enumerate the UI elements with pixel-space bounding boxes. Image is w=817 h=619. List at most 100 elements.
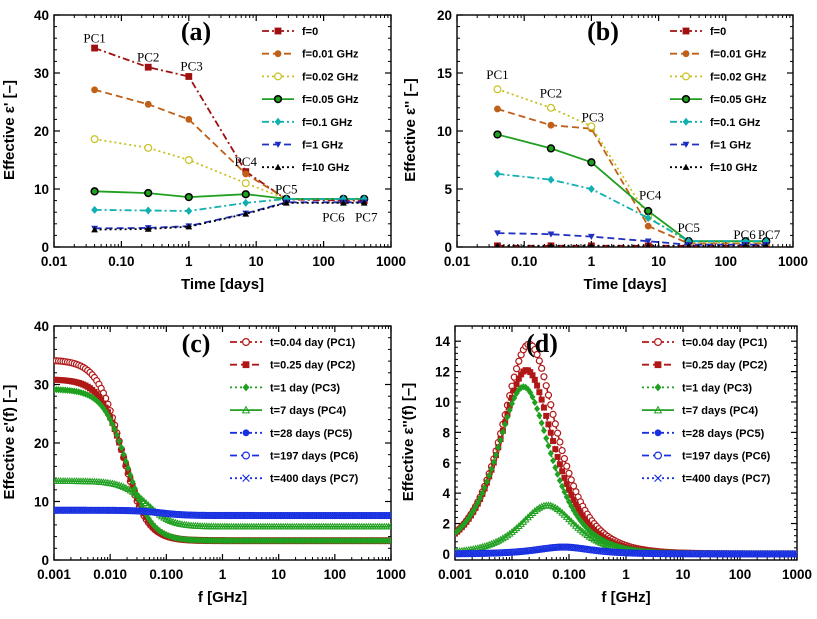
data-point — [554, 453, 561, 460]
x-tick-label: 0.100 — [149, 567, 183, 582]
data-point — [549, 410, 557, 418]
data-point — [131, 484, 138, 492]
point-annotation: PC6 — [733, 227, 756, 242]
data-point — [529, 393, 536, 401]
x-axis-label: Time [days] — [583, 276, 666, 293]
legend-label: f=0.01 GHz — [710, 49, 767, 61]
data-point — [540, 426, 547, 435]
data-point — [136, 500, 143, 507]
legend-item-t-400-days-pc7: t=400 days (PC7) — [642, 473, 771, 485]
data-point — [91, 226, 98, 233]
legend-label: t=28 days (PC5) — [270, 428, 353, 440]
y-tick-label: 10 — [437, 124, 452, 139]
x-tick-label: 0.01 — [444, 254, 471, 269]
series-f-10-ghz — [494, 242, 769, 247]
data-point — [185, 116, 193, 123]
data-point — [360, 199, 368, 206]
data-point — [559, 482, 566, 491]
series-f-10-ghz — [91, 199, 368, 233]
data-point — [490, 458, 497, 466]
data-point — [477, 494, 484, 502]
data-point — [493, 85, 502, 94]
data-point — [494, 242, 500, 247]
legend-swatch-marker — [681, 72, 690, 81]
legend-swatch-marker — [654, 383, 662, 392]
legend-label: t=400 days (PC7) — [682, 473, 771, 485]
data-point — [644, 214, 652, 222]
data-point — [241, 179, 250, 188]
legend-item-f-0: f=0 — [262, 26, 318, 38]
data-point — [588, 185, 595, 193]
data-point — [494, 105, 501, 113]
legend-item-f-0-02-ghz: f=0.02 GHz — [262, 71, 359, 83]
data-point — [494, 169, 501, 178]
data-point — [515, 357, 523, 365]
legend-item-t-7-days-pc4: t=7 days (PC4) — [642, 405, 758, 417]
data-point — [538, 364, 546, 372]
data-point — [545, 421, 552, 428]
legend-label: t=7 days (PC4) — [270, 405, 346, 417]
legend-swatch-marker — [682, 163, 690, 170]
y-tick-label: 30 — [34, 66, 49, 81]
data-point — [118, 444, 125, 452]
data-point — [546, 144, 556, 153]
y-tick-label: 0 — [41, 553, 49, 568]
series-line — [497, 173, 767, 243]
legend-label: f=10 GHz — [302, 162, 350, 174]
data-point — [546, 103, 555, 112]
data-point — [488, 465, 495, 473]
data-point — [340, 199, 347, 206]
x-tick-label: 100 — [324, 567, 347, 582]
data-point — [515, 386, 522, 394]
data-point — [456, 525, 463, 533]
data-point — [536, 389, 543, 396]
data-point — [577, 509, 584, 516]
series-t-7-days-pc4 — [54, 477, 391, 530]
chart-panel-a: 0.01 0.10 1 10 100 1000 0 10 20 30 40 Time [days] Ef… — [1, 8, 406, 293]
data-point — [147, 517, 154, 526]
legend-label: f=0 — [302, 26, 318, 38]
panel-label: (c) — [182, 329, 211, 358]
x-tick-label: 0.010 — [93, 567, 127, 582]
data-point — [534, 405, 541, 413]
legend-label: f=0.1 GHz — [302, 117, 353, 129]
data-point — [644, 238, 652, 245]
legend-label: t=0.25 day (PC2) — [682, 360, 768, 372]
legend-item-t-7-days-pc4: t=7 days (PC4) — [230, 405, 346, 417]
data-point — [104, 411, 111, 419]
data-point — [524, 513, 532, 521]
legend-label: t=0.04 day (PC1) — [682, 337, 768, 349]
legend-label: f=0.01 GHz — [302, 49, 359, 61]
legend-label: f=0.1 GHz — [710, 117, 761, 129]
data-point — [544, 391, 553, 399]
data-point — [241, 190, 250, 199]
data-point — [144, 63, 152, 71]
data-point — [127, 471, 134, 479]
legend-swatch-marker — [653, 451, 662, 460]
legend-swatch-marker — [274, 27, 282, 35]
data-point — [125, 464, 132, 472]
x-tick-label: 0.001 — [37, 567, 71, 582]
data-point — [558, 446, 566, 455]
data-point — [512, 365, 521, 373]
data-point — [100, 400, 107, 407]
data-point — [568, 492, 575, 499]
series-line — [54, 480, 391, 528]
data-point — [122, 457, 129, 465]
data-point — [575, 513, 582, 521]
data-point — [535, 357, 543, 365]
x-tick-label: 1000 — [782, 567, 812, 582]
data-point — [529, 372, 536, 379]
legend-item-t-197-days-pc6: t=197 days (PC6) — [642, 451, 771, 463]
x-tick-label: 0.01 — [41, 254, 68, 269]
y-tick-label: 10 — [34, 495, 49, 510]
data-point — [129, 482, 136, 489]
chart-panel-d: 0.001 0.010 0.100 1 10 100 1000 0 2 4 6 8 10 12 14 f [G… — [400, 325, 812, 606]
data-point — [474, 499, 481, 507]
data-point — [497, 436, 504, 444]
data-point — [511, 394, 518, 402]
data-point — [743, 242, 749, 247]
y-tick-label: 30 — [34, 378, 49, 393]
data-point — [554, 470, 561, 478]
data-point — [144, 225, 152, 232]
